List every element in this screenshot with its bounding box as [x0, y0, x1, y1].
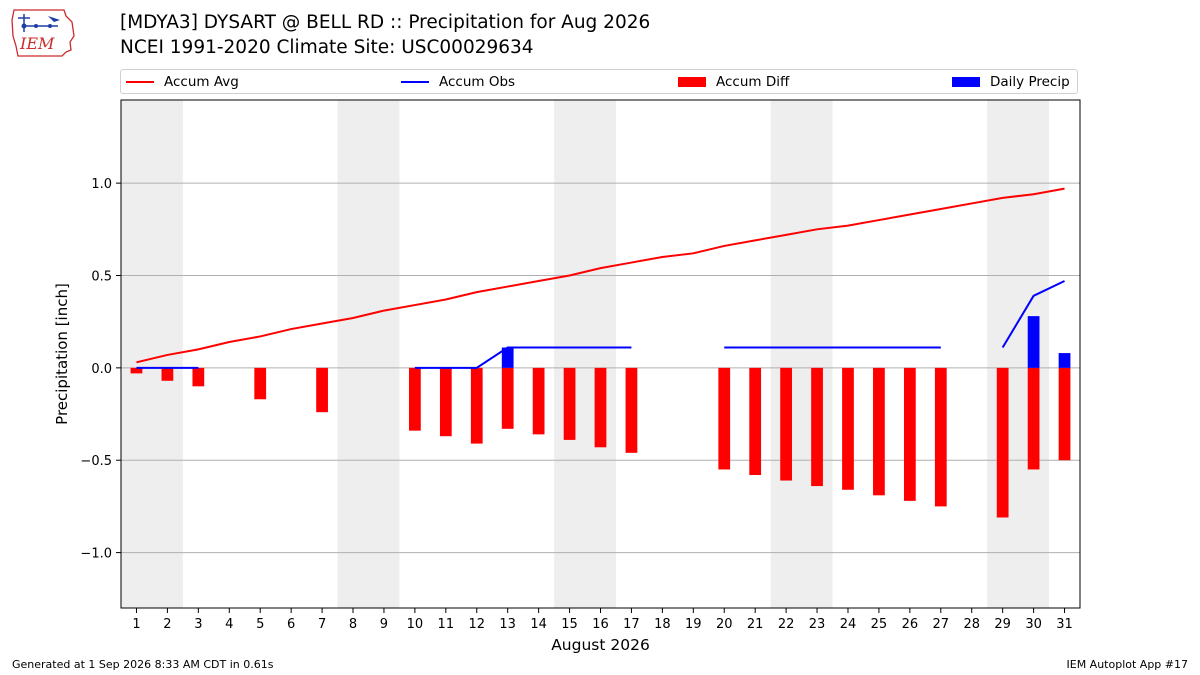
accum-diff-bar-day-31 [1058, 367, 1071, 461]
x-tick-label-30: 30 [1025, 617, 1042, 632]
x-tick-label-19: 19 [685, 617, 702, 632]
accum-diff-bar-day-30 [1027, 367, 1040, 470]
x-axis-label: August 2026 [551, 636, 650, 654]
daily-precip-bar-day-30 [1027, 316, 1040, 368]
accum-diff-bar-day-11 [439, 367, 452, 437]
accum-obs-line-segment-3 [1001, 280, 1065, 349]
x-tick-label-21: 21 [747, 617, 764, 632]
iem-logo: IEM [11, 9, 75, 57]
weekend-shade-2 [554, 100, 616, 608]
x-tick-label-31: 31 [1056, 617, 1073, 632]
accum-diff-bar-day-10 [409, 367, 421, 431]
x-tick-label-26: 26 [902, 617, 919, 632]
weekend-shade-1 [337, 100, 400, 608]
x-tick-label-23: 23 [809, 617, 826, 632]
x-tick-label-29: 29 [994, 617, 1011, 632]
legend-entry-accum-avg: Accum Avg [126, 70, 239, 93]
weekend-shade-4 [987, 100, 1050, 608]
y-axis-label: Precipitation [inch] [53, 283, 71, 425]
legend-swatch-daily-precip [952, 76, 980, 87]
legend-label-daily-precip: Daily Precip [990, 73, 1070, 90]
x-tick-label-24: 24 [840, 617, 857, 632]
accum-diff-bar-day-24 [842, 367, 854, 490]
x-tick-label-15: 15 [561, 617, 578, 632]
accum-diff-bar-day-20 [718, 367, 731, 470]
x-tick-label-2: 2 [163, 617, 171, 632]
x-tick-label-1: 1 [132, 617, 140, 632]
accum-diff-bar-day-1 [130, 367, 143, 374]
x-tick-label-11: 11 [438, 617, 455, 632]
accum-diff-bar-day-5 [254, 367, 267, 400]
legend-swatch-accum-diff [678, 76, 706, 87]
y-tick-label-4: 1.0 [91, 177, 112, 192]
x-tick-label-14: 14 [530, 617, 547, 632]
y-tick-label-1: −0.5 [80, 454, 112, 469]
x-tick-label-22: 22 [778, 617, 795, 632]
x-tick-label-10: 10 [407, 617, 424, 632]
x-tick-label-28: 28 [963, 617, 980, 632]
x-tick-label-3: 3 [194, 617, 202, 632]
page-subtitle: NCEI 1991-2020 Climate Site: USC00029634 [120, 37, 534, 58]
x-tick-label-17: 17 [623, 617, 640, 632]
accum-diff-bar-day-3 [192, 367, 205, 387]
accum-diff-bar-day-21 [749, 367, 762, 475]
x-tick-label-8: 8 [349, 617, 357, 632]
x-tick-label-5: 5 [256, 617, 264, 632]
legend-label-accum-obs: Accum Obs [439, 73, 516, 90]
accum-diff-bar-day-16 [594, 367, 607, 448]
x-tick-label-18: 18 [654, 617, 671, 632]
legend-entry-daily-precip: Daily Precip [952, 70, 1070, 93]
accum-diff-bar-day-12 [470, 367, 483, 444]
accum-diff-bar-day-27 [934, 367, 947, 507]
accum-diff-bar-day-15 [563, 367, 576, 440]
legend-entry-accum-obs: Accum Obs [401, 70, 515, 93]
legend-swatch-accum-obs [401, 80, 429, 83]
accum-diff-bar-day-2 [161, 367, 174, 381]
x-tick-label-25: 25 [871, 617, 888, 632]
daily-precip-bar-day-13 [501, 347, 514, 368]
accum-diff-bar-day-29 [996, 367, 1009, 518]
logo-text: IEM [19, 34, 55, 53]
x-tick-label-4: 4 [225, 617, 233, 632]
accum-diff-bar-day-13 [501, 367, 514, 429]
iowa-state-outline-weather-station-icon [11, 9, 75, 57]
accum-diff-bar-day-22 [780, 367, 792, 481]
legend-entry-accum-diff: Accum Diff [678, 70, 789, 93]
accum-avg-line [136, 187, 1065, 364]
accum-diff-bar-day-25 [873, 367, 885, 496]
footer-generated-text: Generated at 1 Sep 2026 8:33 AM CDT in 0… [12, 658, 274, 671]
legend-label-accum-diff: Accum Diff [716, 73, 790, 90]
footer-app-text: IEM Autoplot App #17 [1066, 658, 1189, 671]
y-tick-label-2: 0.0 [91, 362, 112, 377]
accum-diff-bar-day-7 [316, 367, 328, 413]
y-tick-label-3: 0.5 [91, 269, 112, 284]
x-tick-label-7: 7 [318, 617, 326, 632]
weekend-shade-3 [770, 100, 833, 608]
x-tick-label-13: 13 [499, 617, 516, 632]
accum-diff-bar-day-26 [903, 367, 916, 501]
x-tick-label-9: 9 [380, 617, 388, 632]
accum-diff-bar-day-23 [811, 367, 823, 487]
legend-swatch-accum-avg [126, 80, 154, 83]
x-tick-label-16: 16 [592, 617, 609, 632]
y-tick-label-0: −1.0 [80, 547, 112, 562]
accum-diff-bar-day-14 [532, 367, 545, 435]
daily-precip-bar-day-31 [1058, 353, 1071, 368]
accum-diff-bar-day-17 [625, 367, 638, 453]
chart-legend: Accum Avg Accum Obs Accum Diff Daily Pre… [120, 69, 1078, 94]
page-title: [MDYA3] DYSART @ BELL RD :: Precipitatio… [120, 12, 651, 33]
accum-obs-line-segment-1 [414, 346, 632, 369]
legend-label-accum-avg: Accum Avg [164, 73, 239, 90]
x-tick-label-6: 6 [287, 617, 295, 632]
x-tick-label-12: 12 [468, 617, 485, 632]
x-tick-label-27: 27 [933, 617, 950, 632]
x-tick-label-20: 20 [716, 617, 733, 632]
